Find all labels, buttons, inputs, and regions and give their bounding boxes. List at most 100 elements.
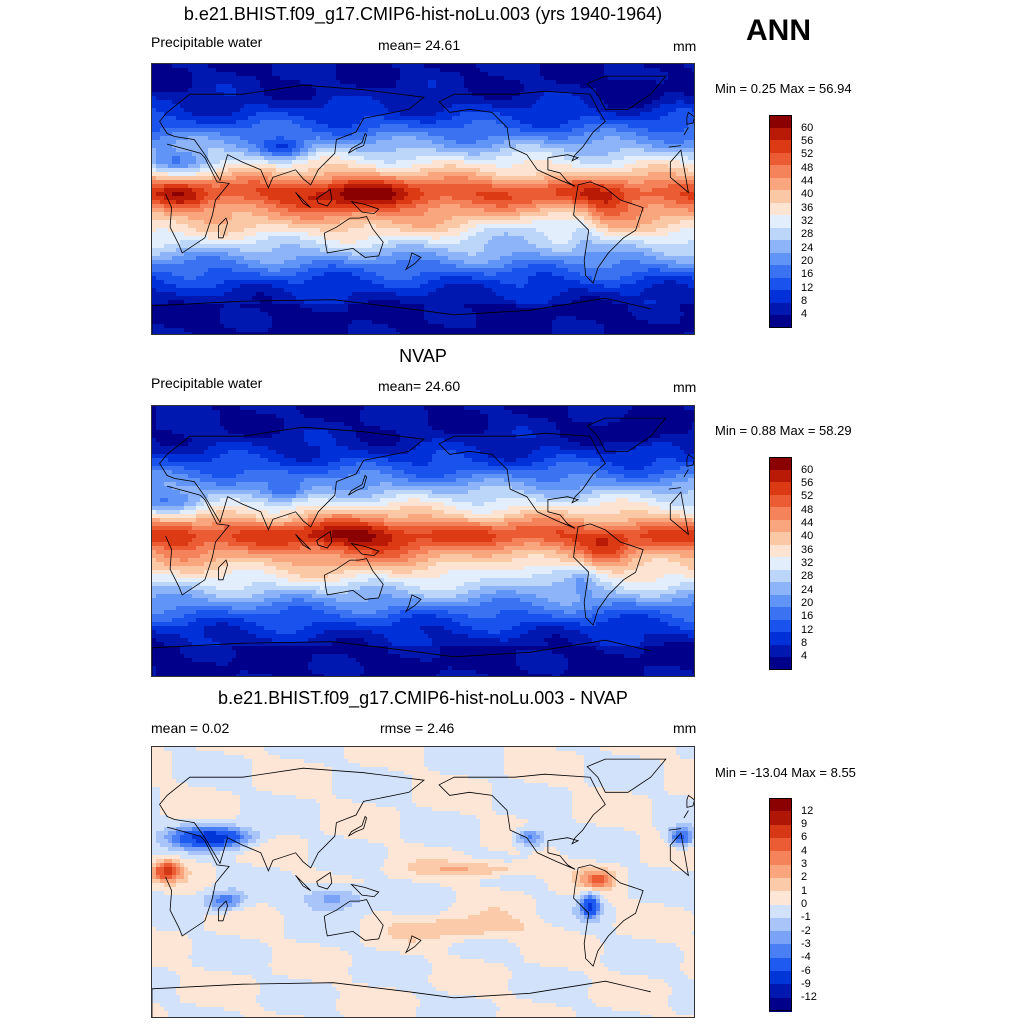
panel-2-colorbar-frame bbox=[769, 457, 792, 670]
coastline bbox=[438, 773, 606, 870]
panel-3-colorbar: 12 9 6 4 3 2 1 0 -1 -2 -3 -4 -6 -9 -12 bbox=[769, 798, 817, 1012]
coastline bbox=[438, 432, 606, 529]
coastline bbox=[152, 639, 651, 676]
coastline bbox=[348, 474, 368, 496]
panel-3-colorbar-swatch bbox=[769, 811, 792, 826]
panel-2-colorbar-swatch bbox=[769, 507, 792, 521]
panel-2-colorbar: 60 56 52 48 44 40 36 32 28 24 20 16 12 8 4 bbox=[769, 457, 813, 671]
panel-2-colorbar-tick-label: 24 bbox=[801, 584, 813, 596]
panel-1-colorbar-swatch bbox=[769, 127, 792, 141]
contour-fill-cells bbox=[152, 747, 694, 1017]
panel-3-colorbar-tick-label: 9 bbox=[801, 819, 807, 830]
coastline-outlines bbox=[152, 417, 694, 676]
panel-3-colorbar-swatch bbox=[769, 851, 792, 866]
coastline bbox=[165, 485, 689, 596]
coastline bbox=[323, 899, 384, 941]
coastline bbox=[586, 75, 667, 110]
panel-1-colorbar-swatch bbox=[769, 302, 792, 316]
coastline bbox=[573, 523, 644, 626]
panel-1-colorbar-swatch bbox=[769, 140, 792, 154]
panel-2-colorbar-swatch bbox=[769, 469, 792, 483]
panel-2-colorbar-swatch bbox=[769, 594, 792, 608]
panel-3-colorbar-tick-label: 2 bbox=[801, 872, 807, 883]
panel-2-colorbar-tick-label: 36 bbox=[801, 544, 813, 556]
panel-1-colorbar-tick-label: 60 bbox=[801, 122, 813, 134]
precipitable-water-field bbox=[152, 406, 694, 676]
coastline-outlines bbox=[152, 758, 694, 1017]
coastline bbox=[686, 453, 694, 467]
coastline-outlines bbox=[152, 75, 694, 334]
coastline bbox=[159, 767, 689, 872]
panel-3-colorbar-swatch bbox=[769, 917, 792, 932]
coastline bbox=[350, 200, 380, 215]
panel-1-colorbar-swatch bbox=[769, 190, 792, 204]
panel-2-colorbar-tick-label: 44 bbox=[801, 518, 813, 529]
panel-2-colorbar-swatch bbox=[769, 532, 792, 546]
coastline bbox=[316, 871, 333, 890]
coastline bbox=[404, 252, 422, 271]
panel-2-colorbar-swatch bbox=[769, 644, 792, 658]
panel-3-colorbar-tick-label: -1 bbox=[801, 912, 811, 923]
coastline bbox=[152, 980, 651, 1017]
coastline bbox=[218, 217, 229, 239]
coastline bbox=[295, 192, 311, 208]
panel-1-colorbar-tick-label: 8 bbox=[801, 295, 807, 307]
panel-1-mean-label: mean= 24.61 bbox=[378, 37, 460, 53]
panel-1-colorbar-swatch bbox=[769, 265, 792, 279]
coastline bbox=[686, 111, 694, 125]
coastline bbox=[586, 417, 667, 452]
coastline bbox=[218, 900, 229, 922]
panel-2-colorbar-swatch bbox=[769, 569, 792, 583]
panel-3-colorbar-swatch bbox=[769, 877, 792, 892]
panel-2-colorbar-swatch bbox=[769, 544, 792, 558]
coastline bbox=[404, 594, 422, 613]
panel-1-colorbar-swatch bbox=[769, 227, 792, 241]
panel-3-mean-label: mean = 0.02 bbox=[151, 720, 229, 736]
coastline bbox=[586, 758, 667, 793]
model-precipitable-water-map bbox=[151, 63, 695, 335]
panel-1-colorbar-swatch bbox=[769, 240, 792, 254]
panel-2-colorbar-tick-label: 16 bbox=[801, 611, 813, 622]
coastline bbox=[323, 558, 384, 600]
panel-3-colorbar-swatch bbox=[769, 904, 792, 919]
difference-map bbox=[151, 746, 695, 1018]
panel-1-colorbar-swatch bbox=[769, 202, 792, 216]
panel-2-colorbar-swatch bbox=[769, 619, 792, 633]
panel-3-colorbar-swatch bbox=[769, 971, 792, 985]
difference-field bbox=[152, 747, 694, 1017]
contour-fill-cells bbox=[152, 406, 694, 676]
panel-1-colorbar-swatch bbox=[769, 277, 792, 291]
panel-2-colorbar-tick-label: 12 bbox=[801, 624, 813, 636]
panel-2-colorbar-tick-label: 48 bbox=[801, 504, 813, 516]
panel-2-colorbar-swatch bbox=[769, 632, 792, 646]
nvap-precipitable-water-map bbox=[151, 405, 695, 677]
panel-1-colorbar-tick-label: 16 bbox=[801, 269, 813, 280]
panel-1-colorbar-tick-label: 32 bbox=[801, 216, 813, 227]
panel-1-colorbar-swatch bbox=[769, 152, 792, 166]
panel-3-colorbar-frame bbox=[769, 798, 792, 1011]
panel-3-colorbar-swatch bbox=[769, 837, 792, 852]
coastline bbox=[348, 132, 368, 154]
panel-2-colorbar-swatch bbox=[769, 519, 792, 533]
panel-3-colorbar-swatch bbox=[769, 824, 792, 839]
panel-1-title: b.e21.BHIST.f09_g17.CMIP6-hist-noLu.003 … bbox=[184, 4, 662, 25]
panel-3-colorbar-tick-label: 0 bbox=[801, 899, 807, 910]
panel-3-colorbar-tick-label: -12 bbox=[801, 992, 817, 1003]
panel-2-variable-label: Precipitable water bbox=[151, 375, 262, 391]
coastline bbox=[159, 426, 689, 531]
panel-1-colorbar-swatch bbox=[769, 115, 792, 129]
panel-3-colorbar-tick-label: 12 bbox=[801, 805, 813, 817]
coastline bbox=[316, 530, 333, 549]
coastline bbox=[323, 216, 384, 258]
panel-3-colorbar-tick-label: -2 bbox=[801, 925, 811, 937]
panel-1-colorbar-tick-label: 20 bbox=[801, 255, 813, 267]
panel-3-colorbar-swatch bbox=[769, 944, 792, 959]
panel-3-colorbar-swatch bbox=[769, 864, 792, 879]
panel-1-colorbar-tick-label: 36 bbox=[801, 202, 813, 214]
season-label: ANN bbox=[746, 14, 811, 48]
panel-2-colorbar-tick-label: 40 bbox=[801, 531, 813, 542]
panel-3-rmse-label: rmse = 2.46 bbox=[380, 720, 454, 736]
coastline bbox=[348, 815, 368, 837]
panel-2-units: mm bbox=[673, 379, 696, 395]
panel-1-colorbar-swatch bbox=[769, 290, 792, 304]
